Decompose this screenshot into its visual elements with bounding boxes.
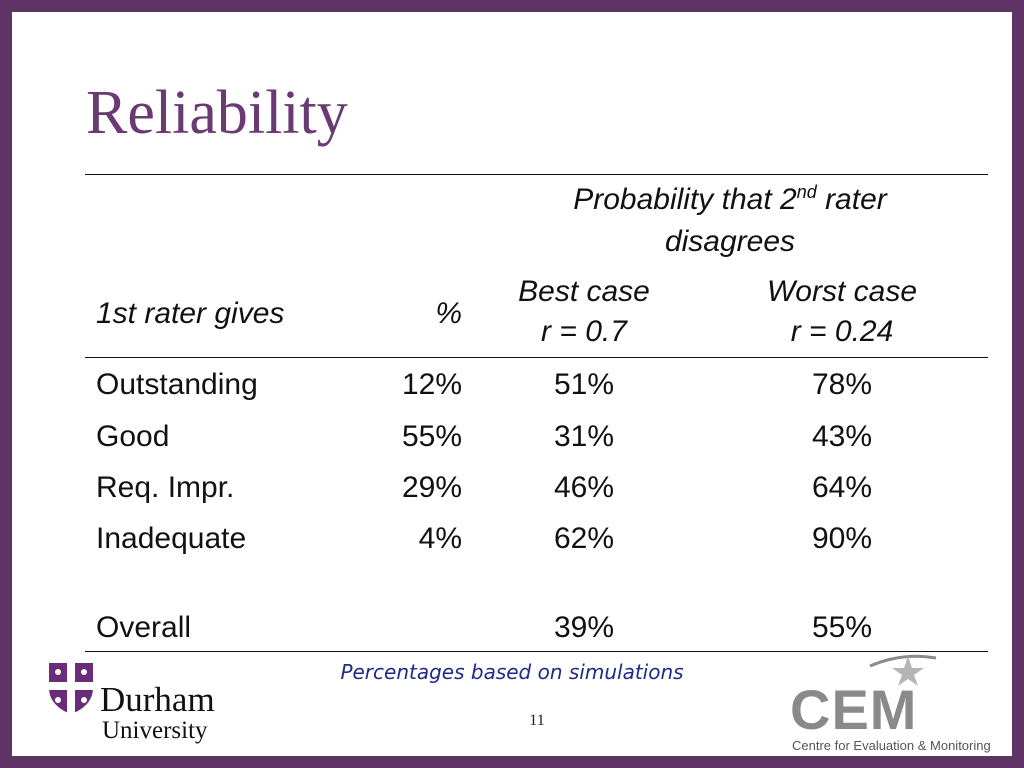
page-number: 11: [529, 712, 545, 729]
table-row-label: Req. Impr.: [96, 471, 235, 504]
overall-label: Overall: [96, 611, 192, 644]
header-worst-line2: r = 0.24: [790, 315, 894, 348]
overall-worst: 55%: [811, 611, 873, 644]
table-row-pct: 12%: [401, 368, 462, 401]
footnote: Percentages based on simulations: [340, 660, 684, 684]
cem-subtitle: Centre for Evaluation & Monitoring: [792, 738, 991, 753]
header-pct: %: [435, 297, 462, 330]
header-best-line2: r = 0.7: [541, 315, 627, 348]
overall-best: 39%: [553, 611, 615, 644]
durham-logo: Durham University: [46, 660, 215, 743]
table-row-best: 46%: [553, 471, 615, 504]
table-row-best: 62%: [553, 522, 615, 555]
header-bottom-rule: [85, 357, 988, 358]
header-worst-line1: Worst case: [766, 275, 918, 308]
table-row-worst: 43%: [811, 420, 873, 453]
table-row-worst: 90%: [811, 522, 873, 555]
table-row-worst: 64%: [811, 471, 873, 504]
durham-subtitle: University: [102, 717, 208, 744]
group-header: Probability that 2nd rater: [500, 182, 960, 218]
table-top-rule: [85, 174, 988, 175]
group-header-line1-prefix: Probability that 2: [573, 183, 797, 216]
slide: Reliability Probability that 2nd rater d…: [12, 12, 1012, 756]
table-row-label: Good: [96, 420, 170, 453]
table-row-label: Outstanding: [96, 368, 258, 401]
star-swoosh-icon: [869, 654, 937, 686]
durham-name: Durham: [100, 680, 215, 719]
table-row-pct: 55%: [401, 420, 462, 453]
header-best-line1: Best case: [518, 275, 650, 308]
cem-name: CEM: [790, 678, 918, 741]
table-row-best: 31%: [553, 420, 615, 453]
durham-crest-icon: [49, 663, 93, 714]
group-header-line2: disagrees: [664, 225, 796, 258]
slide-title: Reliability: [86, 79, 348, 147]
table-row-pct: 29%: [401, 471, 462, 504]
table-row-label: Inadequate: [96, 522, 247, 555]
group-header-sup: nd: [796, 182, 817, 202]
table-row-best: 51%: [553, 368, 615, 401]
table-row-worst: 78%: [811, 368, 873, 401]
table-row-pct: 4%: [418, 522, 462, 555]
table-bottom-rule: [85, 651, 988, 652]
group-header-line1-suffix: rater: [816, 183, 887, 216]
header-first-rater: 1st rater gives: [96, 297, 285, 330]
